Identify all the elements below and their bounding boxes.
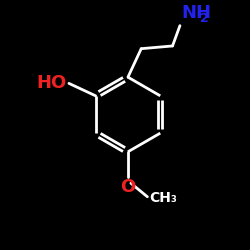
Text: CH₃: CH₃ [149, 191, 177, 205]
Text: 2: 2 [200, 12, 208, 25]
Text: NH: NH [181, 4, 211, 22]
Text: O: O [120, 178, 136, 196]
Text: HO: HO [37, 74, 67, 92]
